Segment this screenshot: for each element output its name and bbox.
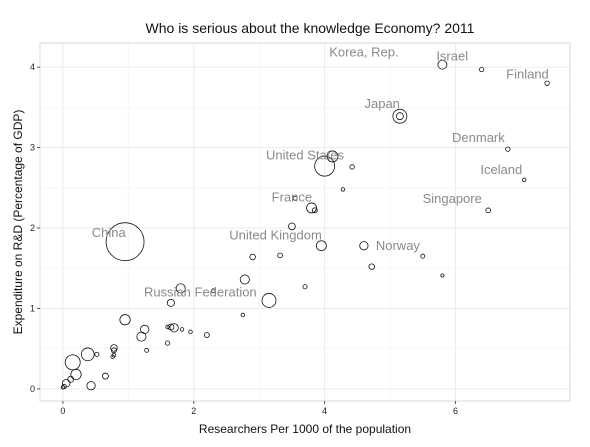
chart-title: Who is serious about the knowledge Econo…	[146, 20, 475, 36]
country-label: Japan	[364, 96, 399, 111]
y-tick-label: 2	[30, 223, 35, 233]
y-axis-ticks: 0 1 2 3 4	[30, 62, 40, 394]
plot-panel-border	[39, 42, 571, 402]
country-label: Russian Federation	[144, 284, 257, 299]
country-label: United Kingdom	[229, 227, 322, 242]
x-axis-ticks: 0 2 4 6	[60, 401, 458, 416]
data-point	[239, 274, 250, 285]
data-point	[111, 347, 117, 354]
y-axis-title: Expenditure on R&D (Percentage of GDP)	[11, 110, 25, 335]
data-point	[64, 354, 81, 371]
country-label: United States	[266, 148, 345, 163]
data-point	[437, 59, 448, 70]
data-point	[277, 252, 283, 259]
country-labels: Korea, Rep. Israel Finland Japan Denmark Unit…	[92, 45, 549, 300]
country-label: Israel	[436, 49, 468, 64]
data-point	[288, 222, 296, 231]
data-point	[70, 368, 82, 381]
data-point	[167, 323, 175, 331]
country-label: Korea, Rep.	[329, 45, 398, 60]
data-point	[340, 187, 346, 192]
data-point	[349, 164, 355, 170]
x-tick-label: 2	[191, 406, 196, 416]
x-tick-label: 0	[60, 406, 65, 416]
data-point	[505, 146, 511, 152]
data-point	[86, 381, 96, 391]
data-point	[392, 108, 408, 124]
data-point	[203, 332, 210, 338]
country-label: Norway	[376, 238, 421, 253]
data-point	[60, 385, 66, 390]
data-point	[302, 284, 308, 290]
data-point	[165, 324, 170, 330]
data-point	[306, 202, 317, 214]
data-point	[368, 263, 375, 270]
data-point	[485, 207, 492, 214]
country-label: Singapore	[423, 191, 482, 206]
y-tick-label: 4	[30, 62, 35, 72]
data-point	[261, 293, 277, 308]
data-point	[240, 312, 246, 318]
data-point	[395, 112, 404, 121]
data-point	[315, 240, 327, 252]
data-point	[311, 207, 318, 214]
y-tick-label: 3	[30, 143, 35, 153]
grid-lines	[40, 43, 570, 401]
data-point	[210, 288, 216, 294]
data-point	[420, 253, 426, 259]
country-label: Iceland	[480, 162, 522, 177]
data-point	[80, 347, 95, 362]
data-point	[479, 66, 485, 73]
x-tick-label: 6	[453, 406, 458, 416]
data-point	[249, 253, 256, 261]
country-label: Denmark	[452, 130, 505, 145]
country-label: China	[92, 225, 127, 240]
data-point	[440, 273, 445, 278]
data-point	[136, 331, 147, 342]
data-point	[94, 351, 100, 357]
data-point	[105, 222, 145, 262]
data-point	[521, 177, 527, 182]
y-tick-label: 0	[30, 384, 35, 394]
data-point	[179, 327, 185, 332]
data-point	[175, 283, 186, 294]
data-point	[188, 329, 193, 335]
data-point	[102, 372, 109, 380]
x-tick-label: 4	[322, 406, 327, 416]
data-points	[60, 59, 550, 391]
data-point	[166, 298, 175, 307]
data-point	[292, 195, 298, 201]
data-point	[110, 354, 115, 359]
data-point	[164, 340, 171, 346]
data-point	[110, 344, 118, 352]
x-axis-title: Researchers Per 1000 of the population	[199, 422, 411, 436]
data-point	[144, 347, 150, 353]
country-label: France	[272, 189, 312, 204]
data-point	[119, 314, 131, 326]
data-point	[359, 241, 369, 251]
data-point	[314, 155, 336, 177]
data-point	[67, 375, 75, 383]
data-point	[169, 323, 179, 333]
data-point	[544, 80, 550, 86]
country-label: Finland	[506, 66, 549, 81]
y-tick-label: 1	[30, 303, 35, 313]
